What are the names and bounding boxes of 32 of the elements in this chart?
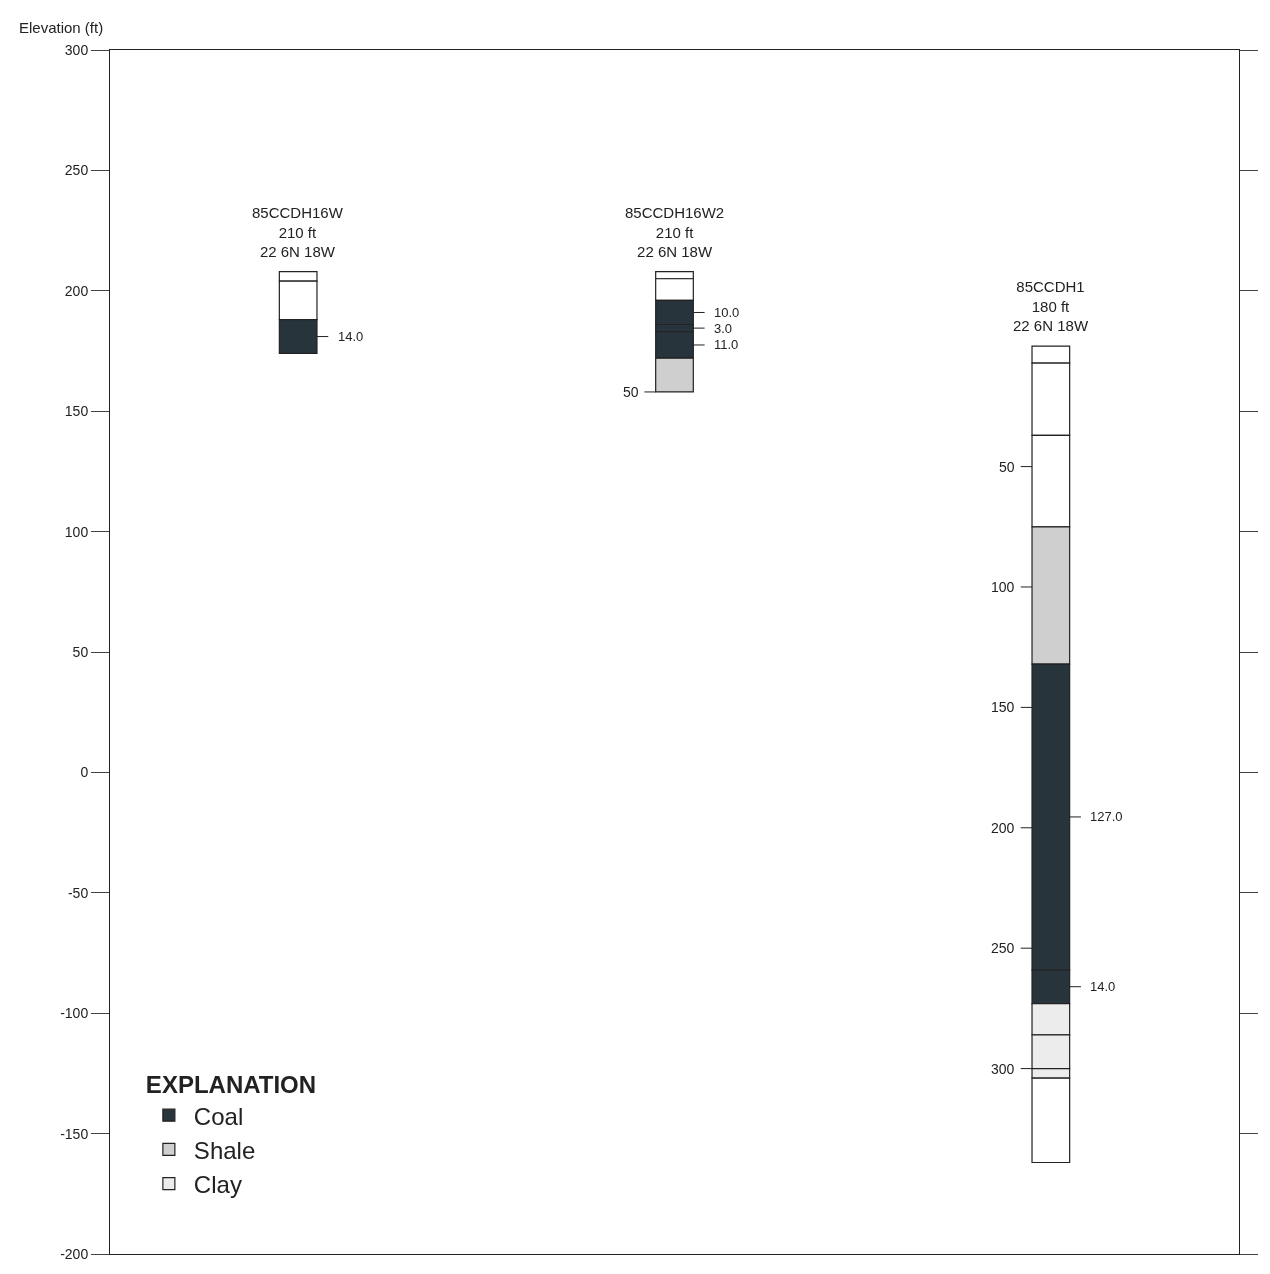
y-tick-label: -100 xyxy=(60,1005,89,1022)
annotation: 250 xyxy=(991,940,1015,956)
annotation: 200 xyxy=(991,820,1015,836)
annotation: 50 xyxy=(623,384,639,400)
x-tick-label: 85CCDH16W2 210 ft 22 6N 18W xyxy=(625,204,725,260)
data-label: 14.0 xyxy=(338,329,364,344)
y-tick-label: -200 xyxy=(60,1245,89,1262)
y-axis-title: Elevation (ft) xyxy=(19,19,104,36)
annotation: 300 xyxy=(991,1061,1015,1077)
data-label: 14.0 xyxy=(1090,979,1116,994)
legend-label: Shale xyxy=(193,1136,256,1164)
data-label: 127.0 xyxy=(1090,809,1123,824)
y-tick-label: 300 xyxy=(64,41,89,58)
y-tick-label: 100 xyxy=(64,523,89,540)
y-tick-label: 50 xyxy=(72,643,89,660)
data-label: 10.0 xyxy=(714,305,740,320)
y-tick-label: -150 xyxy=(60,1125,89,1142)
annotation: 150 xyxy=(991,699,1015,715)
y-tick-label: 250 xyxy=(64,162,89,179)
legend-label: Clay xyxy=(193,1170,242,1198)
y-tick-label: -50 xyxy=(67,884,89,901)
legend-label: Coal xyxy=(193,1102,244,1130)
x-tick-label: 85CCDH16W 210 ft 22 6N 18W xyxy=(252,204,344,260)
legend-title: EXPLANATION xyxy=(145,1071,317,1099)
annotation: 100 xyxy=(991,579,1015,595)
x-tick-label: 85CCDH1 180 ft 22 6N 18W xyxy=(1013,278,1089,334)
y-tick-label: 150 xyxy=(64,403,89,420)
y-tick-label: 0 xyxy=(80,764,89,781)
data-label: 3.0 xyxy=(714,321,733,336)
y-tick-label: 200 xyxy=(64,282,89,299)
data-label: 11.0 xyxy=(714,337,739,352)
annotation: 50 xyxy=(999,459,1015,475)
